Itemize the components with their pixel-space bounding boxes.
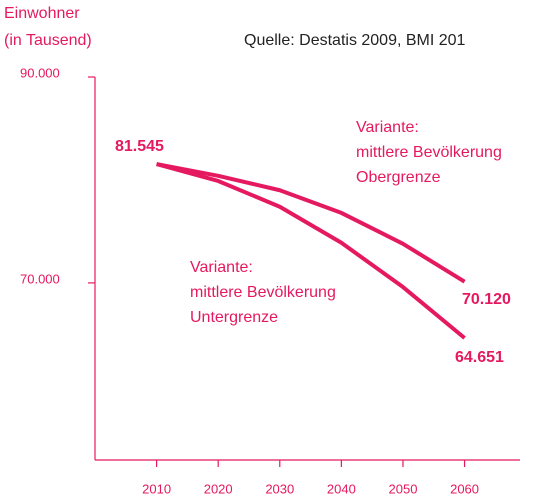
x-tick-label: 2020 xyxy=(204,481,233,496)
series-label: Obergrenze xyxy=(356,169,441,186)
x-tick-label: 2040 xyxy=(327,481,356,496)
y-axis-label: (in Tausend) xyxy=(4,32,92,49)
series-label: mittlere Bevölkerung xyxy=(356,144,502,161)
series-label: Variante: xyxy=(190,259,253,276)
x-tick-label: 2060 xyxy=(450,481,479,496)
value-label: 64.651 xyxy=(455,349,504,366)
x-tick-label: 2050 xyxy=(389,481,418,496)
value-label: 81.545 xyxy=(115,138,164,155)
series-label: Variante: xyxy=(356,119,419,136)
y-axis-label: Einwohner xyxy=(4,5,80,22)
line xyxy=(156,162,466,284)
series-label: Untergrenze xyxy=(190,309,278,326)
x-tick-label: 2010 xyxy=(142,481,171,496)
value-label: 70.120 xyxy=(462,291,511,308)
source: Quelle: Destatis 2009, BMI 201 xyxy=(244,32,466,49)
y-tick-label: 70.000 xyxy=(20,271,60,286)
line xyxy=(156,162,466,340)
y-tick-label: 90.000 xyxy=(20,65,60,80)
series-label: mittlere Bevölkerung xyxy=(190,284,336,301)
x-tick-label: 2030 xyxy=(265,481,294,496)
